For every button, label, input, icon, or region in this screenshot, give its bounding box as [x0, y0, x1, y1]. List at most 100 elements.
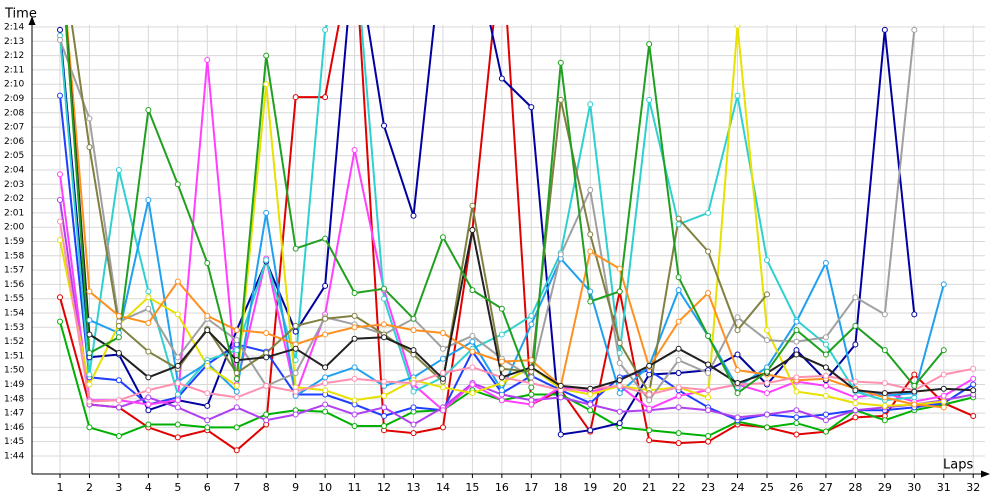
x-tick-label: 8 [263, 481, 270, 494]
data-point [292, 345, 299, 352]
data-point [204, 312, 211, 319]
x-tick-label: 4 [145, 481, 152, 494]
data-point [410, 421, 417, 428]
plot-area [56, 25, 977, 454]
data-point [322, 282, 329, 289]
data-point [646, 405, 653, 412]
y-tick-label: 2:08 [4, 108, 24, 118]
data-point [174, 421, 181, 428]
x-tick-label: 25 [760, 481, 774, 494]
data-point [233, 382, 240, 389]
y-tick-label: 1:53 [4, 323, 24, 333]
data-point [940, 398, 947, 405]
x-tick-label: 29 [878, 481, 892, 494]
series-line [59, 59, 974, 412]
data-point [145, 294, 152, 301]
data-point [675, 404, 682, 411]
data-point [86, 317, 93, 324]
data-point [115, 350, 122, 357]
data-point [764, 327, 771, 334]
data-point [764, 337, 771, 344]
data-point [646, 397, 653, 404]
y-tick-label: 1:50 [4, 366, 24, 376]
data-point [587, 298, 594, 305]
y-tick-label: 1:55 [4, 294, 24, 304]
x-tick-label: 3 [115, 481, 122, 494]
data-point [322, 364, 329, 371]
data-point [174, 434, 181, 441]
data-point [646, 391, 653, 398]
x-tick-label: 21 [642, 481, 656, 494]
x-tick-label: 18 [554, 481, 568, 494]
data-point [881, 26, 888, 33]
data-point [233, 370, 240, 377]
data-point [911, 388, 918, 395]
data-point [587, 407, 594, 414]
data-point [410, 404, 417, 411]
x-tick-label: 26 [789, 481, 803, 494]
data-point [822, 411, 829, 418]
y-tick-label: 2:09 [4, 94, 24, 104]
data-point [911, 382, 918, 389]
data-point [498, 387, 505, 394]
data-point [852, 341, 859, 348]
data-point [381, 321, 388, 328]
data-point [528, 391, 535, 398]
x-tick-label: 11 [348, 481, 362, 494]
data-point [292, 388, 299, 395]
y-tick-label: 1:57 [4, 266, 24, 276]
data-point [675, 274, 682, 281]
data-point [292, 245, 299, 252]
data-point [233, 347, 240, 354]
x-axis-title: Laps [943, 458, 973, 473]
data-point [528, 364, 535, 371]
data-point [675, 287, 682, 294]
data-point [970, 365, 977, 372]
data-point [970, 387, 977, 394]
data-point [822, 334, 829, 341]
x-tick-label: 28 [848, 481, 862, 494]
data-point [852, 322, 859, 329]
data-point [616, 340, 623, 347]
data-point [351, 289, 358, 296]
data-point [56, 197, 63, 204]
data-point [263, 52, 270, 59]
data-point [528, 401, 535, 408]
data-point [764, 257, 771, 264]
data-point [233, 394, 240, 401]
data-point [881, 311, 888, 318]
data-point [292, 94, 299, 101]
data-point [439, 384, 446, 391]
data-point [115, 404, 122, 411]
data-point [204, 327, 211, 334]
data-point [675, 430, 682, 437]
series-line [59, 221, 974, 403]
data-point [233, 388, 240, 395]
y-tick-label: 1:49 [4, 380, 24, 390]
data-point [675, 345, 682, 352]
data-point [56, 92, 63, 99]
data-point [381, 295, 388, 302]
data-point [410, 388, 417, 395]
data-point [439, 424, 446, 431]
data-point [822, 351, 829, 358]
x-tick-label: 10 [318, 481, 332, 494]
data-point [705, 387, 712, 394]
y-tick-label: 2:13 [4, 37, 24, 47]
data-point [322, 380, 329, 387]
data-point [822, 392, 829, 399]
data-point [734, 414, 741, 421]
series-line [59, 199, 974, 426]
data-point [381, 285, 388, 292]
data-point [705, 432, 712, 439]
data-point [705, 248, 712, 255]
series-line [59, 95, 974, 422]
x-tick-label: 32 [966, 481, 980, 494]
y-tick-label: 1:48 [4, 394, 24, 404]
y-tick-label: 1:51 [4, 351, 24, 361]
data-point [439, 234, 446, 241]
data-point [498, 305, 505, 312]
x-tick-label: 9 [292, 481, 299, 494]
data-point [793, 351, 800, 358]
data-point [145, 288, 152, 295]
